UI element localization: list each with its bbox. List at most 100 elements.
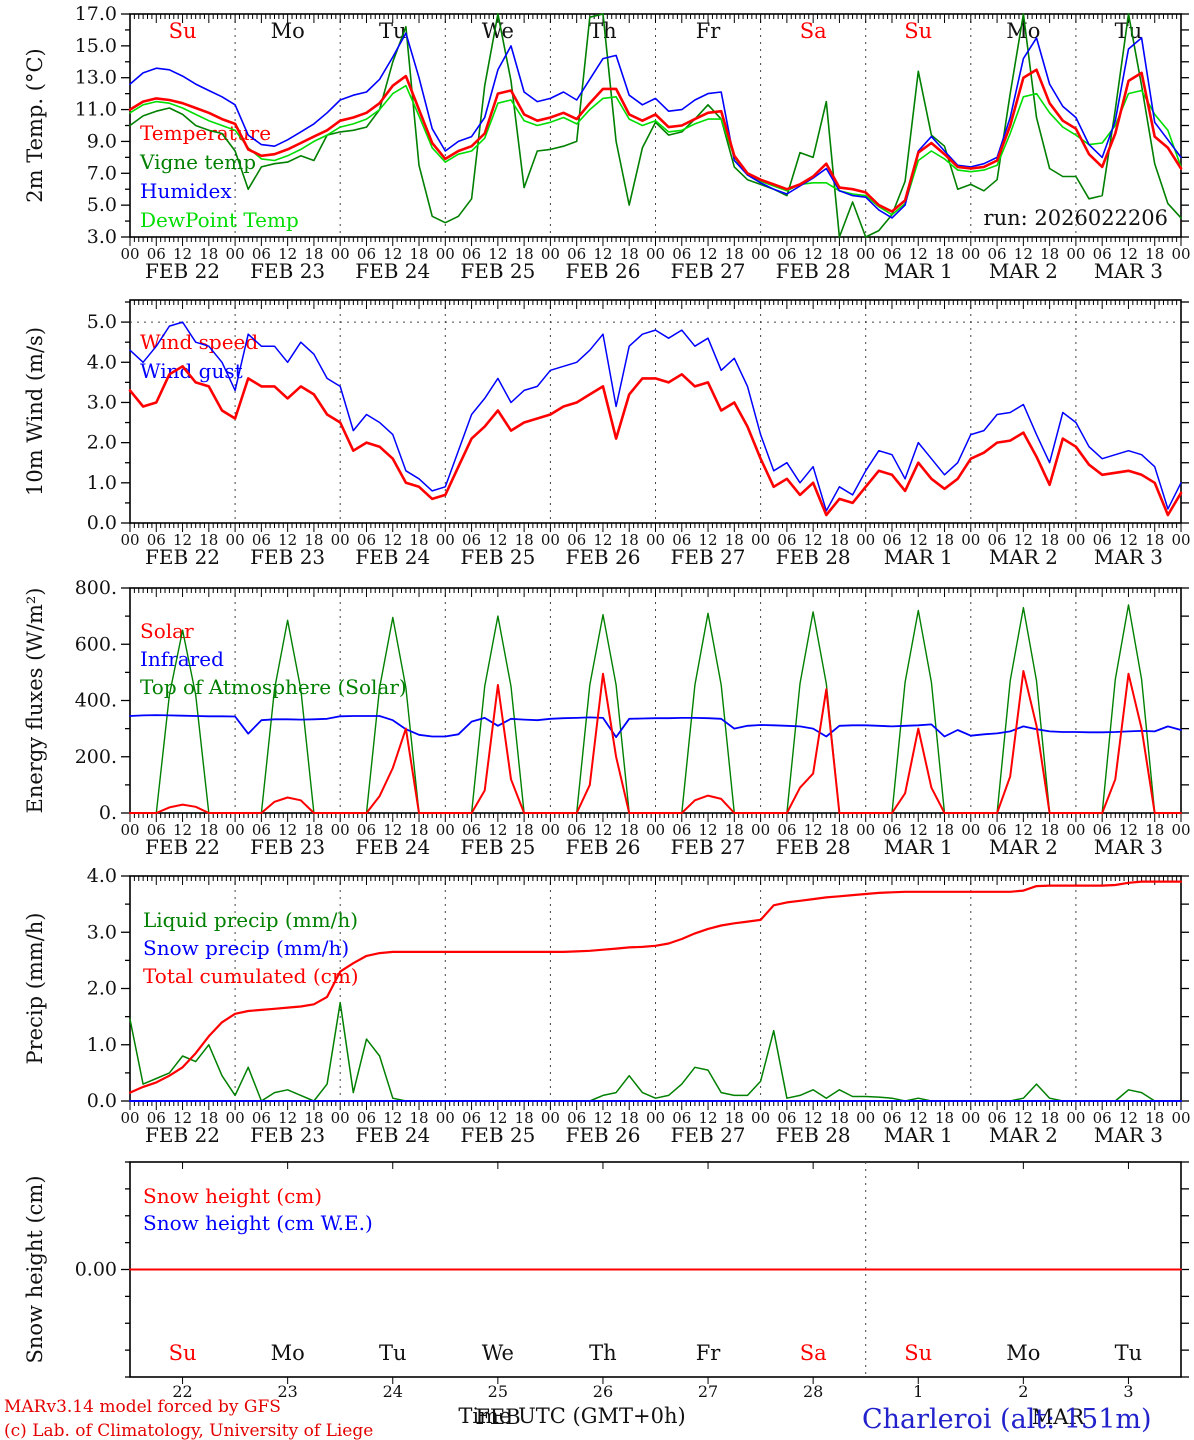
day-number-label: 28: [803, 1382, 823, 1401]
hour-tick-label: 06: [988, 531, 1007, 549]
day-label: FEB 23: [250, 1123, 325, 1147]
hour-tick-label: 12: [909, 531, 928, 549]
hour-tick-label: 06: [567, 821, 586, 839]
day-label: FEB 24: [355, 259, 430, 283]
day-label: MAR 3: [1094, 545, 1163, 569]
dow-label: Sa: [800, 1341, 827, 1365]
hour-tick-label: 12: [488, 245, 507, 263]
y-tick-label: 1.0: [87, 472, 117, 494]
hour-tick-label: 00: [961, 821, 980, 839]
hour-tick-label: 12: [383, 821, 402, 839]
hour-tick-label: 18: [199, 245, 218, 263]
y-tick-label: 800.: [75, 577, 117, 599]
hour-tick-label: 00: [856, 531, 875, 549]
day-label: MAR 1: [884, 545, 953, 569]
day-label: FEB 23: [250, 835, 325, 859]
hour-tick-label: 00: [541, 1109, 560, 1127]
hour-tick-label: 18: [725, 531, 744, 549]
hour-tick-label: 06: [882, 1109, 901, 1127]
day-label: FEB 28: [776, 259, 851, 283]
panel-snow: 22 23 24 25 26 27 28 1 2 3Su Mo Tu We Th Fr Sa Su Mo Tu0.0…: [23, 1161, 1189, 1401]
hour-tick-label: 12: [278, 821, 297, 839]
dow-label: Th: [589, 1341, 617, 1365]
hour-tick-label: 00: [751, 531, 770, 549]
dow-label: Mo: [271, 19, 305, 43]
xaxis-month-mar: MAR: [1031, 1405, 1085, 1429]
hour-tick-label: 06: [777, 821, 796, 839]
y-tick-label: 3.0: [87, 921, 117, 943]
y-ticks: [121, 13, 1189, 238]
hour-tick-label: 00: [541, 245, 560, 263]
hour-tick-label: 18: [1145, 821, 1164, 839]
dow-label: We: [482, 19, 514, 43]
hour-tick-label: 06: [147, 531, 166, 549]
day-label: FEB 24: [355, 835, 430, 859]
day-label: MAR 3: [1094, 1123, 1163, 1147]
dow-label: Fr: [696, 1341, 722, 1365]
y-tick-label: 17.0: [75, 3, 117, 25]
hour-tick-label: 00: [120, 1109, 139, 1127]
hour-tick-label: 00: [120, 531, 139, 549]
hour-ticks: [129, 14, 1182, 246]
hour-tick-label: 06: [567, 245, 586, 263]
hour-tick-label: 18: [409, 245, 428, 263]
day-label: FEB 22: [145, 259, 220, 283]
hour-tick-label: 06: [1093, 1109, 1112, 1127]
hour-tick-label: 06: [672, 1109, 691, 1127]
hour-tick-label: 12: [593, 1109, 612, 1127]
day-number-label: 1: [913, 1382, 923, 1401]
legend-item: DewPoint Temp: [140, 208, 299, 232]
hour-tick-label: 18: [725, 245, 744, 263]
hour-tick-label: 00: [961, 1109, 980, 1127]
legend-item: Snow height (cm): [143, 1184, 322, 1208]
y-tick-label: 200.: [75, 746, 117, 768]
day-label: FEB 26: [565, 545, 640, 569]
day-label: FEB 25: [460, 545, 535, 569]
hour-tick-label: 18: [199, 821, 218, 839]
hour-tick-label: 06: [988, 245, 1007, 263]
hour-tick-label: 00: [331, 1109, 350, 1127]
panel-precip: 00 06 12 18 00 06 12 18 00 06 12 18 00 06 12 18 00 06 12 18…: [23, 865, 1191, 1147]
hour-tick-label: 18: [620, 531, 639, 549]
hour-tick-label: 12: [278, 1109, 297, 1127]
hour-tick-label: 12: [278, 245, 297, 263]
dow-label: Su: [169, 19, 197, 43]
legend-item: Liquid precip (mm/h): [143, 908, 358, 932]
hour-tick-label: 18: [304, 821, 323, 839]
dow-label: Mo: [1006, 1341, 1040, 1365]
dow-label: Su: [904, 19, 932, 43]
hour-tick-label: 12: [699, 1109, 718, 1127]
day-label: FEB 22: [145, 545, 220, 569]
y-tick-label: 15.0: [75, 35, 117, 57]
hour-tick-label: 06: [777, 531, 796, 549]
hour-tick-label: 06: [567, 1109, 586, 1127]
y-tick-label: 13.0: [75, 67, 117, 89]
y-tick-label: 2.0: [87, 432, 117, 454]
hour-tick-label: 12: [1119, 1109, 1138, 1127]
hour-tick-label: 18: [935, 821, 954, 839]
hour-tick-label: 18: [515, 245, 534, 263]
hour-tick-label: 12: [909, 821, 928, 839]
dow-label: Su: [904, 1341, 932, 1365]
hour-tick-label: 00: [436, 821, 455, 839]
hour-tick-label: 00: [1171, 1109, 1190, 1127]
day-label: FEB 22: [145, 835, 220, 859]
hour-tick-label: 12: [383, 1109, 402, 1127]
hour-ticks: [129, 300, 1182, 532]
y-ticks: [121, 301, 1189, 524]
hour-tick-label: 06: [1093, 821, 1112, 839]
hour-tick-label: 00: [331, 245, 350, 263]
hour-tick-label: 00: [1066, 821, 1085, 839]
hour-tick-label: 00: [646, 1109, 665, 1127]
dow-label: Tu: [379, 1341, 407, 1365]
y-tick-label: 5.0: [87, 311, 117, 333]
day-label: MAR 3: [1094, 259, 1163, 283]
day-label: FEB 25: [460, 835, 535, 859]
day-label: FEB 26: [565, 835, 640, 859]
hour-tick-label: 00: [436, 531, 455, 549]
legend-item: Infrared: [140, 647, 224, 671]
series-line-solar: [129, 670, 1182, 814]
dow-label: Su: [169, 1341, 197, 1365]
